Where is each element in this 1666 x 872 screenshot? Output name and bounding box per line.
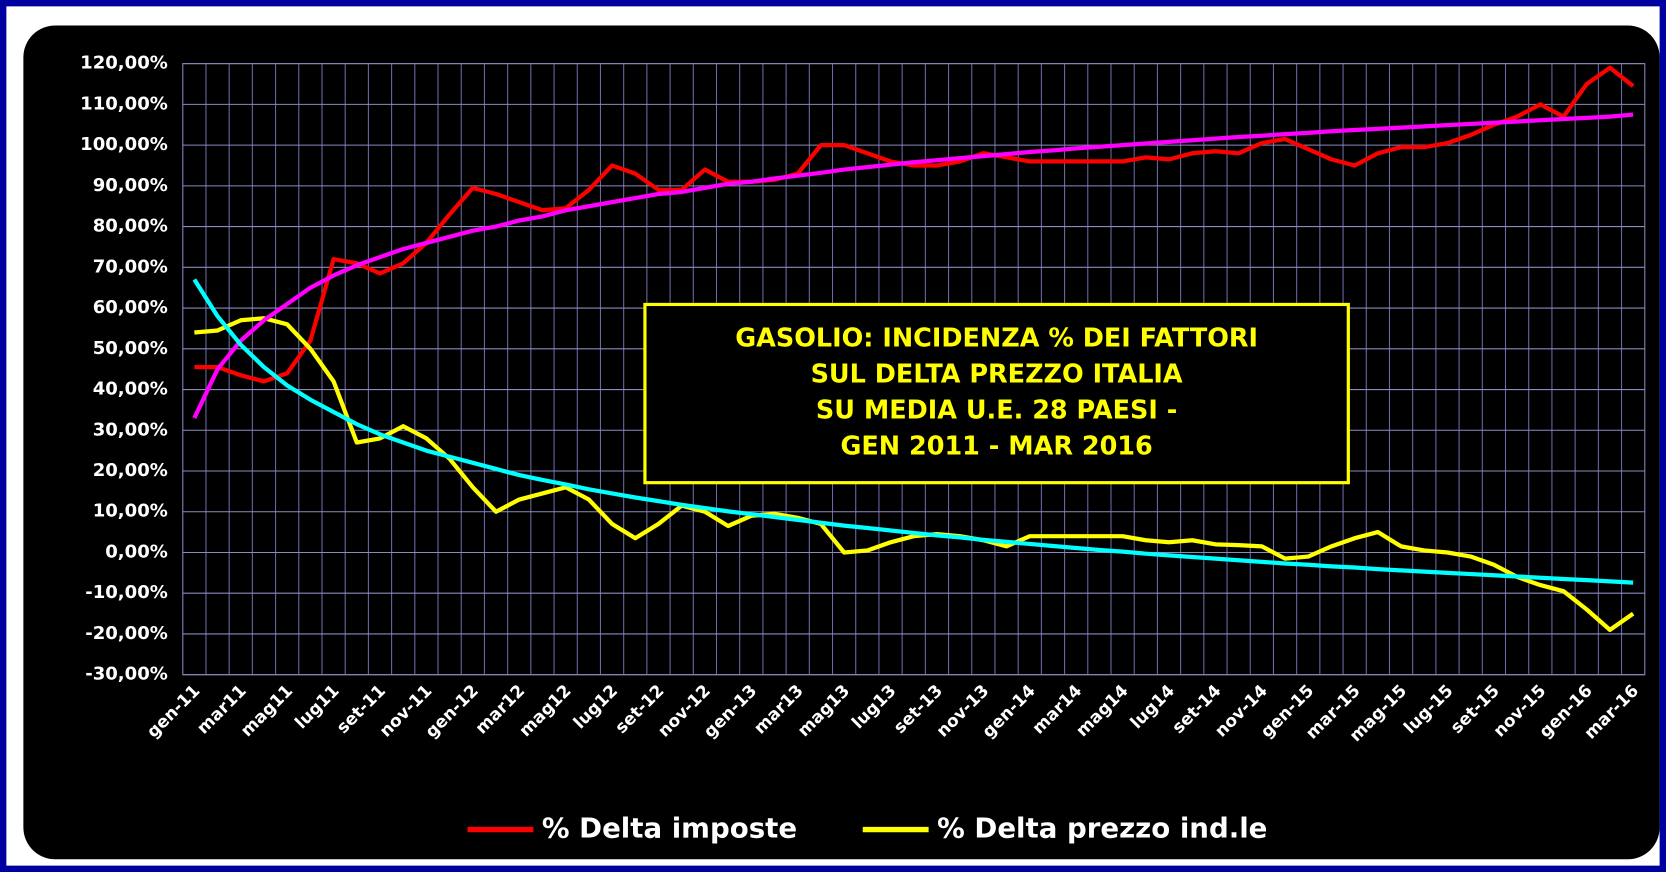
grid	[182, 63, 1646, 676]
y-tick-label: 10,00%	[93, 501, 168, 522]
y-tick-label: 0,00%	[105, 541, 168, 562]
title-box	[643, 302, 1350, 485]
y-tick-label: 60,00%	[93, 297, 168, 318]
y-tick-label: 80,00%	[93, 216, 168, 237]
y-tick-label: -10,00%	[85, 582, 168, 603]
legend-label: % Delta prezzo ind.le	[937, 812, 1267, 845]
series-line	[194, 316, 1635, 632]
y-tick-label: 90,00%	[93, 175, 168, 196]
y-tick-label: 110,00%	[80, 93, 168, 114]
series-line	[194, 65, 1635, 384]
chart-title: SUL DELTA PREZZO ITALIA	[811, 360, 1183, 390]
y-tick-label: -30,00%	[85, 664, 168, 685]
y-tick-label: 50,00%	[93, 338, 168, 359]
y-tick-label: 100,00%	[80, 134, 168, 155]
chart-title: GASOLIO: INCIDENZA % DEI FATTORI	[735, 323, 1258, 353]
y-tick-label: 40,00%	[93, 379, 168, 400]
y-tick-label: 120,00%	[80, 53, 168, 74]
y-tick-label: -20,00%	[85, 623, 168, 644]
series-line	[192, 112, 1634, 419]
chart-title: GEN 2011 - MAR 2016	[840, 432, 1152, 462]
y-tick-label: 20,00%	[93, 460, 168, 481]
series-line	[192, 278, 1634, 585]
lines	[192, 65, 1635, 632]
y-tick-label: 70,00%	[93, 256, 168, 277]
chart-title: SU MEDIA U.E. 28 PAESI -	[816, 396, 1177, 426]
y-tick-label: 30,00%	[93, 419, 168, 440]
legend-label: % Delta imposte	[542, 812, 797, 845]
